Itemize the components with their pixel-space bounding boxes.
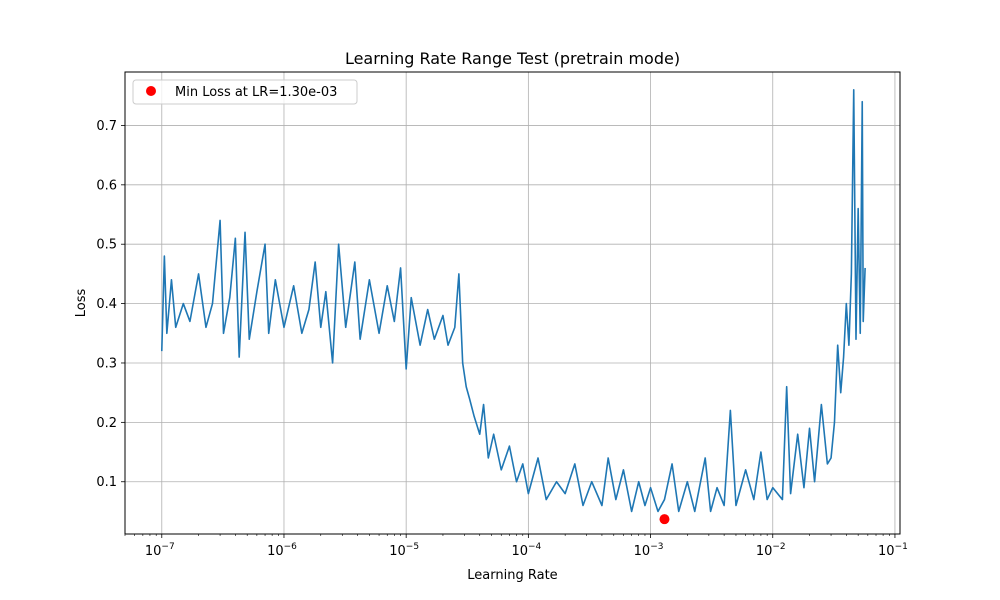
y-tick-label: 0.7 bbox=[96, 119, 117, 134]
x-tick-label: 10−6 bbox=[267, 542, 297, 559]
y-axis-label: Loss bbox=[74, 289, 89, 318]
grid-lines bbox=[125, 72, 900, 534]
legend: Min Loss at LR=1.30e-03 bbox=[132, 79, 358, 105]
marker-layer bbox=[659, 514, 670, 525]
x-tick-label: 10−2 bbox=[756, 542, 786, 559]
series-layer bbox=[160, 89, 866, 513]
y-tick-label: 0.1 bbox=[96, 475, 117, 490]
y-tick-label: 0.3 bbox=[96, 356, 117, 371]
chart-title: Learning Rate Range Test (pretrain mode) bbox=[345, 49, 680, 68]
legend-label: Min Loss at LR=1.30e-03 bbox=[175, 85, 337, 100]
x-tick-label: 10−3 bbox=[634, 542, 664, 559]
legend-marker-icon bbox=[146, 86, 156, 96]
legend-box bbox=[132, 79, 358, 105]
y-tick-label: 0.4 bbox=[96, 297, 117, 312]
x-tick-label: 10−4 bbox=[511, 542, 541, 559]
y-tick-label: 0.2 bbox=[96, 416, 117, 431]
x-axis-label: Learning Rate bbox=[467, 568, 557, 583]
x-tick-label: 10−7 bbox=[145, 542, 175, 559]
plot-frame bbox=[124, 71, 901, 535]
y-tick-label: 0.6 bbox=[96, 178, 117, 193]
min-loss-marker bbox=[659, 514, 670, 525]
loss-curve bbox=[160, 89, 866, 513]
y-axis-ticks: 0.1 0.2 0.3 0.4 0.5 0.6 0.7 bbox=[96, 119, 125, 490]
y-tick-label: 0.5 bbox=[96, 238, 117, 253]
x-axis-ticks: 10−7 10−6 10−5 10−4 10−3 10−2 10−1 bbox=[124, 534, 908, 559]
x-tick-label: 10−5 bbox=[389, 542, 419, 559]
x-tick-label: 10−1 bbox=[878, 542, 908, 559]
